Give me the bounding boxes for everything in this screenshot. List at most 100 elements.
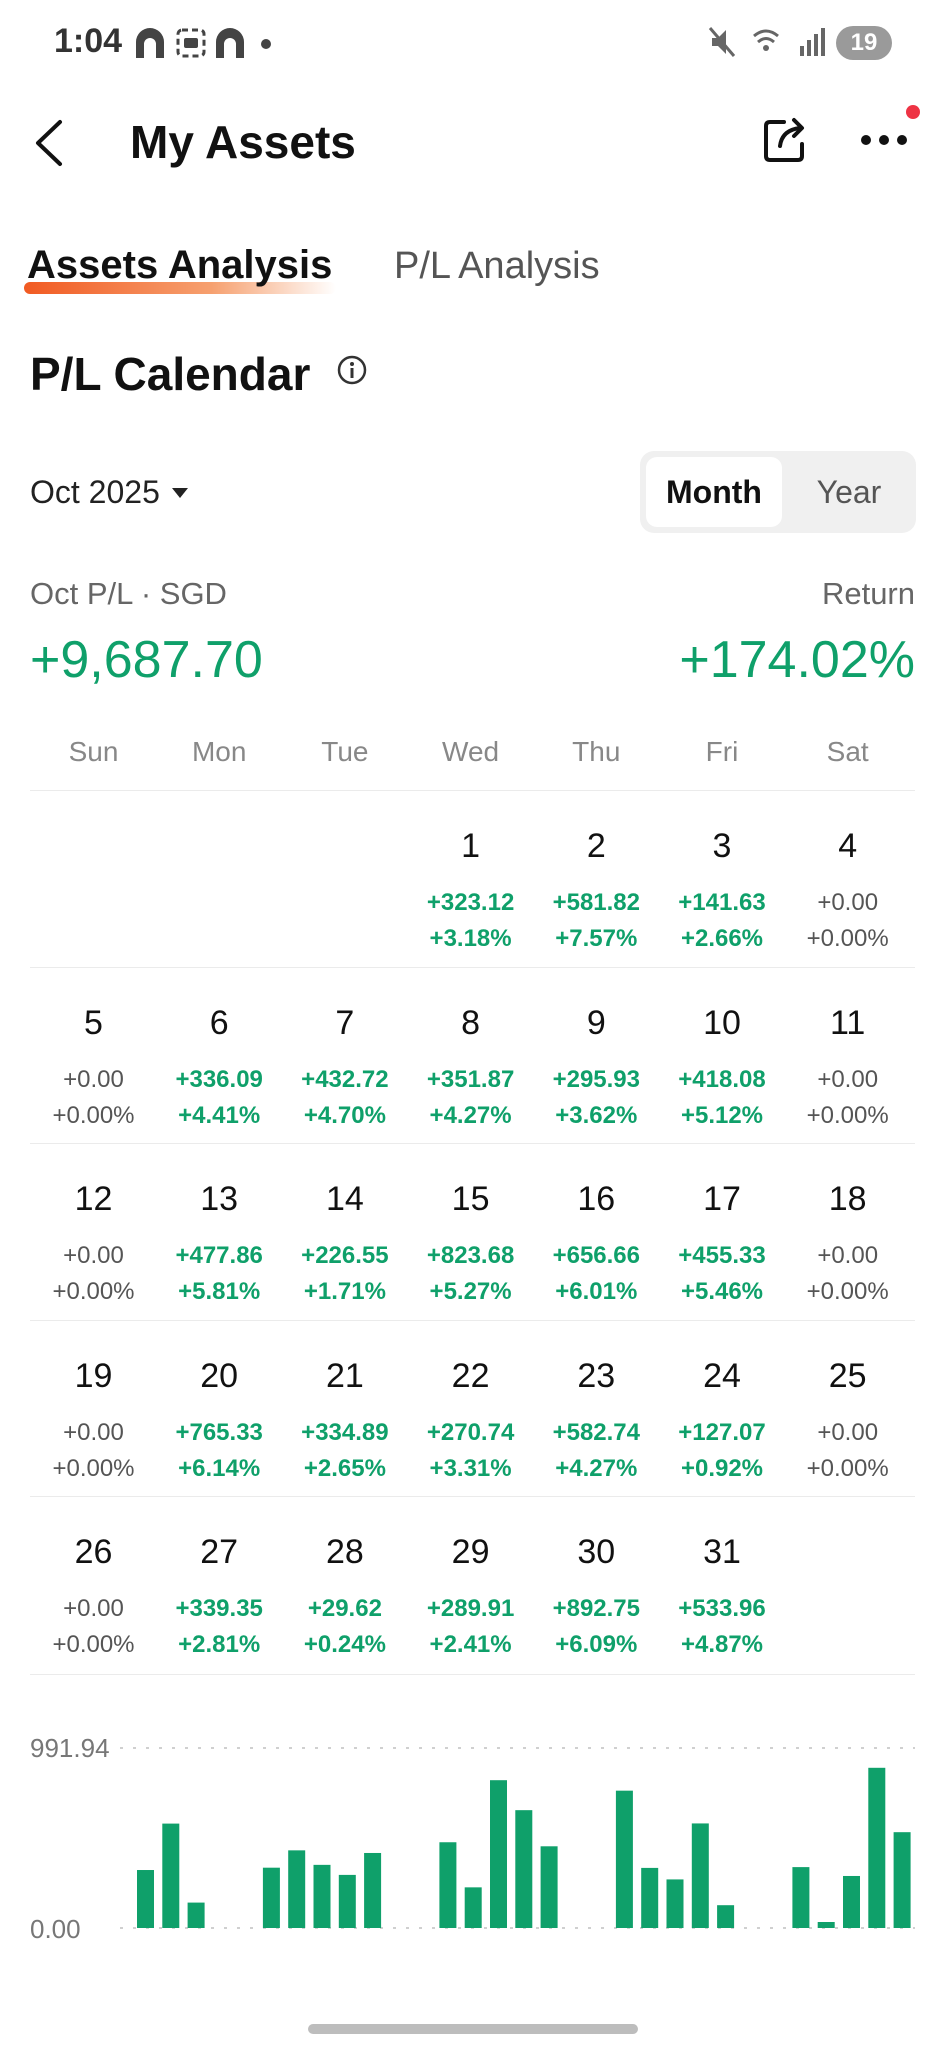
calendar-day-cell[interactable]: 27 +339.35 +2.81% bbox=[154, 1497, 285, 1673]
calendar-day-cell[interactable]: 1 +323.12 +3.18% bbox=[405, 791, 536, 967]
more-options-icon[interactable] bbox=[860, 128, 908, 152]
day-number: 15 bbox=[451, 1180, 490, 1218]
day-pl-percent: +0.00% bbox=[52, 1101, 135, 1129]
calendar-day-cell[interactable]: 16 +656.66 +6.01% bbox=[531, 1144, 662, 1320]
info-icon[interactable] bbox=[336, 354, 368, 386]
calendar-day-cell[interactable]: 8 +351.87 +4.27% bbox=[405, 968, 536, 1144]
calendar-day-cell[interactable]: 11 +0.00 +0.00% bbox=[782, 968, 913, 1144]
calendar-day-cell[interactable]: 30 +892.75 +6.09% bbox=[531, 1497, 662, 1673]
day-pl-percent: +5.27% bbox=[429, 1278, 512, 1305]
day-pl-percent: +2.81% bbox=[178, 1631, 261, 1658]
calendar-day-cell[interactable]: 25 +0.00 +0.00% bbox=[782, 1321, 913, 1497]
calendar-day-cell[interactable]: 23 +582.74 +4.27% bbox=[531, 1321, 662, 1497]
calendar-day-cell[interactable]: 18 +0.00 +0.00% bbox=[782, 1144, 913, 1320]
calendar-day-cell[interactable]: 10 +418.08 +5.12% bbox=[657, 968, 788, 1144]
calendar-day-cell[interactable]: 13 +477.86 +5.81% bbox=[154, 1144, 285, 1320]
chart-bar bbox=[313, 1864, 331, 1928]
chart-bar bbox=[364, 1852, 382, 1928]
calendar-day-cell[interactable]: 7 +432.72 +4.70% bbox=[279, 968, 410, 1144]
calendar-day-cell[interactable]: 24 +127.07 +0.92% bbox=[657, 1321, 788, 1497]
day-number: 10 bbox=[703, 1003, 741, 1042]
section-title: P/L Calendar bbox=[30, 348, 311, 400]
day-number: 12 bbox=[74, 1180, 113, 1218]
calendar-day-cell[interactable]: 19 +0.00 +0.00% bbox=[28, 1321, 159, 1497]
day-pl-percent: +0.00% bbox=[806, 1454, 889, 1482]
calendar-week-row: 26 +0.00 +0.00% 27 +339.35 +2.81% 28 +29.62 +0.2… bbox=[30, 1496, 915, 1673]
day-number: 2 bbox=[586, 827, 606, 865]
page-title: My Assets bbox=[130, 116, 356, 168]
calendar-day-cell[interactable]: 12 +0.00 +0.00% bbox=[28, 1144, 159, 1320]
day-pl-value: +323.12 bbox=[426, 889, 515, 916]
calendar-day-cell[interactable]: 31 +533.96 +4.87% bbox=[657, 1497, 788, 1673]
day-pl-value: +334.89 bbox=[301, 1418, 389, 1446]
tab-pl-analysis[interactable]: P/L Analysis bbox=[394, 245, 600, 287]
day-pl-value: +127.07 bbox=[678, 1418, 766, 1446]
day-pl-percent: +3.31% bbox=[429, 1454, 512, 1482]
day-number: 14 bbox=[325, 1180, 364, 1218]
tab-assets-analysis[interactable]: Assets Analysis bbox=[27, 243, 333, 287]
chart-bar bbox=[464, 1887, 482, 1928]
day-number: 11 bbox=[830, 1003, 866, 1042]
calendar-day-cell[interactable]: 29 +289.91 +2.41% bbox=[405, 1497, 536, 1673]
weekday-header: Fri bbox=[705, 736, 739, 767]
day-pl-percent: +3.62% bbox=[555, 1101, 638, 1129]
view-month-button[interactable]: Month bbox=[646, 457, 782, 527]
day-number: 1 bbox=[461, 827, 481, 865]
return-label: Return bbox=[821, 576, 915, 611]
chart-bar bbox=[666, 1879, 684, 1928]
day-pl-value: +289.91 bbox=[426, 1595, 515, 1622]
day-number: 21 bbox=[325, 1356, 364, 1395]
calendar-day-cell[interactable]: 3 +141.63 +2.66% bbox=[657, 791, 788, 967]
return-value: +174.02% bbox=[679, 631, 915, 689]
view-year-button[interactable]: Year bbox=[816, 474, 882, 510]
chart-bar bbox=[490, 1780, 507, 1928]
day-pl-value: +0.00 bbox=[63, 1418, 124, 1446]
day-pl-percent: +4.87% bbox=[680, 1631, 764, 1658]
active-tab-indicator bbox=[24, 282, 336, 294]
day-pl-percent: +5.46% bbox=[680, 1278, 764, 1305]
day-pl-percent: +0.00% bbox=[806, 925, 889, 952]
day-pl-percent: +6.01% bbox=[555, 1278, 638, 1305]
month-selector[interactable]: Oct 2025 bbox=[30, 474, 188, 511]
chart-bar bbox=[691, 1823, 709, 1928]
chart-bar bbox=[439, 1842, 457, 1928]
calendar-day-cell[interactable]: 5 +0.00 +0.00% bbox=[28, 968, 159, 1144]
calendar-day-cell[interactable]: 14 +226.55 +1.71% bbox=[279, 1144, 410, 1320]
calendar-day-cell[interactable]: 6 +336.09 +4.41% bbox=[154, 968, 285, 1144]
calendar-week-row: 1 +323.12 +3.18% 2 +581.82 +7.57% 3 +141.63 +2.6… bbox=[30, 790, 915, 967]
caret-down-icon bbox=[171, 487, 188, 498]
chart-bar bbox=[187, 1902, 205, 1928]
day-number: 16 bbox=[577, 1180, 616, 1218]
calendar-day-cell[interactable]: 9 +295.93 +3.62% bbox=[531, 968, 662, 1144]
chart-bar bbox=[641, 1867, 659, 1928]
day-number: 17 bbox=[703, 1180, 741, 1218]
calendar-day-cell[interactable]: 26 +0.00 +0.00% bbox=[28, 1497, 159, 1673]
back-arrow-icon[interactable] bbox=[30, 118, 70, 168]
day-pl-value: +336.09 bbox=[175, 1065, 263, 1093]
day-pl-percent: +4.41% bbox=[178, 1101, 261, 1129]
calendar-day-cell[interactable]: 2 +581.82 +7.57% bbox=[531, 791, 662, 967]
day-pl-value: +823.68 bbox=[426, 1242, 515, 1269]
share-icon[interactable] bbox=[760, 114, 810, 164]
calendar-bottom-divider bbox=[30, 1674, 915, 1675]
chart-bar bbox=[540, 1846, 558, 1928]
calendar-day-cell[interactable]: 28 +29.62 +0.24% bbox=[279, 1497, 410, 1673]
day-pl-value: +0.00 bbox=[817, 1418, 879, 1446]
calendar-day-cell[interactable]: 22 +270.74 +3.31% bbox=[405, 1321, 536, 1497]
calendar-day-cell[interactable]: 4 +0.00 +0.00% bbox=[782, 791, 913, 967]
day-number: 9 bbox=[586, 1003, 606, 1042]
day-pl-value: +339.35 bbox=[175, 1595, 263, 1622]
day-pl-percent: +2.65% bbox=[303, 1454, 386, 1482]
calendar-day-cell[interactable]: 15 +823.68 +5.27% bbox=[405, 1144, 536, 1320]
weekday-header: Mon bbox=[191, 736, 247, 767]
chart-bar bbox=[162, 1823, 180, 1928]
calendar-day-cell[interactable]: 21 +334.89 +2.65% bbox=[279, 1321, 410, 1497]
day-pl-value: +226.55 bbox=[301, 1242, 389, 1269]
day-number: 13 bbox=[200, 1180, 239, 1218]
calendar-day-cell[interactable]: 20 +765.33 +6.14% bbox=[154, 1321, 285, 1497]
day-number: 31 bbox=[703, 1533, 741, 1571]
day-pl-value: +582.74 bbox=[552, 1418, 640, 1446]
calendar-day-cell[interactable]: 17 +455.33 +5.46% bbox=[657, 1144, 788, 1320]
monthly-pl-value: +9,687.70 bbox=[30, 631, 263, 689]
home-indicator bbox=[308, 2024, 638, 2034]
